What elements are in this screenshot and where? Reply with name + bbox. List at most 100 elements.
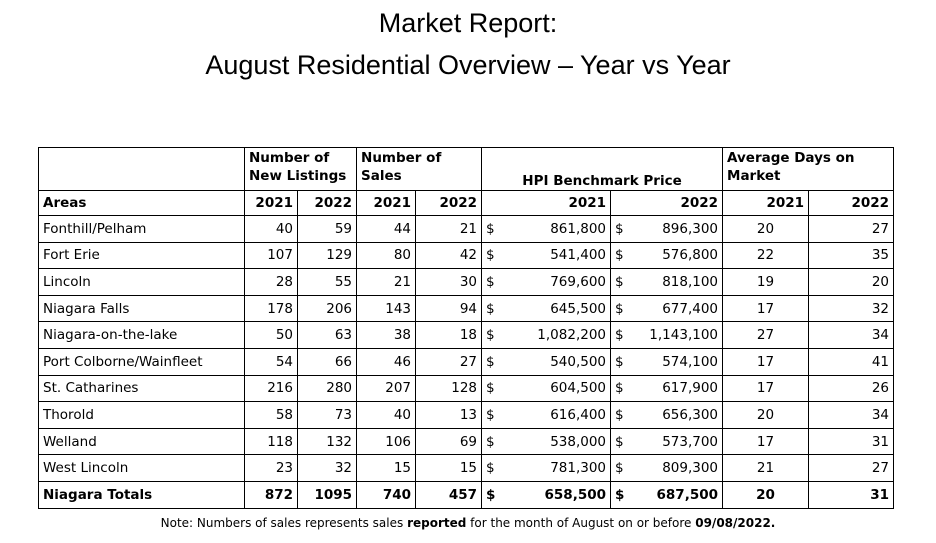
hpi-price-2022: $574,100 [610, 347, 724, 376]
currency-symbol: $ [486, 273, 495, 290]
sales-2021: 106 [356, 427, 417, 456]
currency-symbol: $ [615, 220, 624, 237]
new-listings-2022: 63 [296, 321, 358, 349]
hpi-price-2022-value: 574,100 [662, 353, 719, 370]
table-row: Niagara Falls 178 206 143 94 $645,500 $677,400… [38, 294, 895, 323]
sales-header: Number of Sales [356, 147, 483, 191]
avg-days-2022: 31 [808, 480, 895, 509]
year-2022-header: 2022 [296, 190, 358, 216]
currency-symbol: $ [486, 460, 495, 477]
avg-days-2022: 31 [808, 427, 895, 456]
new-listings-2022: 55 [296, 268, 358, 296]
new-listings-2021: 54 [244, 347, 298, 376]
area-cell: Niagara Totals [38, 480, 245, 509]
avg-days-2022: 20 [808, 268, 895, 296]
year-2022-header: 2022 [610, 190, 724, 216]
currency-symbol: $ [486, 353, 495, 370]
new-listings-2022: 206 [296, 294, 358, 323]
area-cell: Port Colborne/Wainfleet [38, 347, 245, 376]
area-cell: Lincoln [38, 268, 245, 296]
avg-days-2021: 21 [722, 454, 810, 482]
hpi-price-2022: $896,300 [610, 215, 724, 243]
new-listings-2022: 73 [296, 401, 358, 429]
table-row: Lincoln 28 55 21 30 $769,600 $818,100 19 20 [38, 268, 895, 296]
currency-symbol: $ [486, 486, 496, 503]
currency-symbol: $ [615, 273, 624, 290]
listings-header: Number of New Listings [243, 147, 358, 191]
area-cell: Niagara Falls [38, 294, 245, 323]
year-2021-header: 2021 [244, 190, 298, 216]
note-date: 09/08/2022. [695, 516, 776, 530]
new-listings-2021: 118 [244, 427, 298, 456]
hpi-price-2022: $617,900 [610, 374, 724, 403]
table-row: West Lincoln 23 32 15 15 $781,300 $809,300 21 27 [38, 454, 895, 482]
area-cell: West Lincoln [38, 454, 245, 482]
avg-days-2022: 35 [808, 241, 895, 270]
currency-symbol: $ [615, 486, 625, 503]
hpi-price-2022: $576,800 [610, 241, 724, 270]
avg-days-2022: 27 [808, 215, 895, 243]
currency-symbol: $ [615, 327, 624, 344]
hpi-price-2022: $677,400 [610, 294, 724, 323]
avg-days-2021: 17 [722, 374, 810, 403]
year-2021-header: 2021 [722, 190, 810, 216]
sales-2022: 128 [415, 374, 483, 403]
table-row: Port Colborne/Wainfleet 54 66 46 27 $540,500 $… [38, 347, 895, 376]
hpi-price-2022-value: 809,300 [662, 460, 719, 477]
sales-2021: 207 [356, 374, 417, 403]
hpi-price-2022-value: 617,900 [662, 380, 719, 397]
new-listings-2022: 32 [296, 454, 358, 482]
table-row: Thorold 58 73 40 13 $616,400 $656,300 20 34 [38, 401, 895, 429]
sales-2021: 38 [356, 321, 417, 349]
currency-symbol: $ [615, 380, 624, 397]
hpi-price-2021-value: 658,500 [544, 486, 607, 503]
hpi-price-2021: $604,500 [481, 374, 612, 403]
hpi-header: HPI Benchmark Price [481, 147, 724, 191]
avg-days-2022: 34 [808, 401, 895, 429]
hpi-price-2021-value: 1,082,200 [537, 327, 607, 344]
new-listings-2021: 216 [244, 374, 298, 403]
new-listings-2022: 1095 [296, 480, 358, 509]
hpi-price-2022: $687,500 [610, 480, 724, 509]
area-cell: Thorold [38, 401, 245, 429]
area-cell: Fonthill/Pelham [38, 215, 245, 243]
hpi-price-2021-value: 645,500 [550, 300, 607, 317]
currency-symbol: $ [486, 300, 495, 317]
hpi-price-2021: $658,500 [481, 480, 612, 509]
new-listings-2021: 23 [244, 454, 298, 482]
currency-symbol: $ [486, 327, 495, 344]
hpi-price-2022: $573,700 [610, 427, 724, 456]
sales-2021: 143 [356, 294, 417, 323]
currency-symbol: $ [486, 406, 495, 423]
currency-symbol: $ [615, 353, 624, 370]
hpi-price-2021-value: 616,400 [550, 406, 607, 423]
hpi-price-2022-value: 576,800 [662, 247, 719, 264]
table-body: Fonthill/Pelham 40 59 44 21 $861,800 $896,300 2… [38, 215, 895, 509]
sales-2022: 457 [415, 480, 483, 509]
hpi-price-2021: $769,600 [481, 268, 612, 296]
hpi-price-2021-value: 541,400 [550, 247, 607, 264]
currency-symbol: $ [486, 380, 495, 397]
hpi-price-2022-value: 573,700 [662, 433, 719, 450]
new-listings-2022: 59 [296, 215, 358, 243]
new-listings-2021: 872 [244, 480, 298, 509]
new-listings-2022: 129 [296, 241, 358, 270]
avg-days-2021: 20 [722, 215, 810, 243]
sales-2021: 15 [356, 454, 417, 482]
sales-2022: 21 [415, 215, 483, 243]
hpi-price-2021: $1,082,200 [481, 321, 612, 349]
new-listings-2022: 280 [296, 374, 358, 403]
hpi-price-2021: $538,000 [481, 427, 612, 456]
avg-days-2021: 19 [722, 268, 810, 296]
avg-days-2021: 17 [722, 347, 810, 376]
report-subtitle: August Residential Overview – Year vs Ye… [205, 50, 731, 80]
hpi-price-2022: $809,300 [610, 454, 724, 482]
avg-days-2021: 22 [722, 241, 810, 270]
avg-days-2021: 27 [722, 321, 810, 349]
avg-days-2022: 32 [808, 294, 895, 323]
sales-2022: 15 [415, 454, 483, 482]
new-listings-2021: 40 [244, 215, 298, 243]
table-row: Niagara-on-the-lake 50 63 38 18 $1,082,200 $1,… [38, 321, 895, 349]
areas-header: Areas [38, 190, 245, 216]
area-cell: Fort Erie [38, 241, 245, 270]
